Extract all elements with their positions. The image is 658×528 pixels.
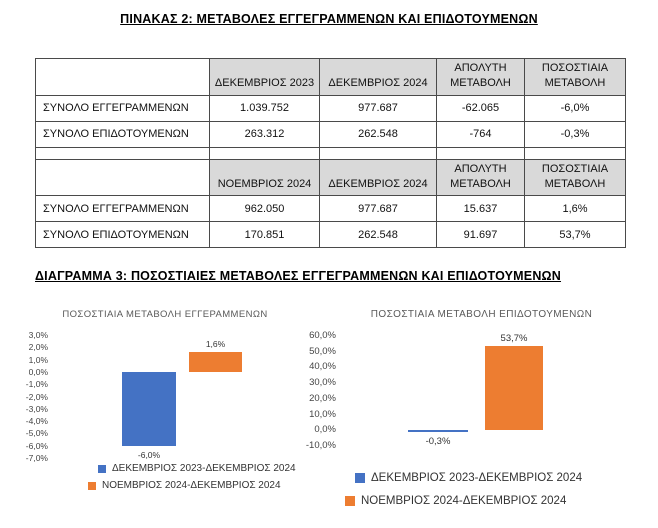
y-axis-tick-label: -2,0% bbox=[25, 391, 48, 402]
spacer-cell bbox=[436, 146, 525, 160]
legend-label: ΝΟΕΜΒΡΙΟΣ 2024-ΔΕΚΕΜΒΡΙΟΣ 2024 bbox=[102, 480, 281, 491]
legend-item: ΔΕΚΕΜΒΡΙΟΣ 2023-ΔΕΚΕΜΒΡΙΟΣ 2024 bbox=[98, 460, 296, 477]
column-header: ΠΟΣΟΣΤΙΑΙΑ ΜΕΤΑΒΟΛΗ bbox=[524, 158, 626, 197]
chart-title: ΠΟΣΟΣΤΙΑΙΑ ΜΕΤΑΒΟΛΗ ΕΠΙΔΟΤΟΥΜΕΝΩΝ bbox=[370, 309, 593, 320]
column-header: ΝΟΕΜΒΡΙΟΣ 2024 bbox=[209, 158, 320, 197]
legend-swatch-icon bbox=[88, 481, 96, 490]
table-header-row: ΔΕΚΕΜΒΡΙΟΣ 2023 ΔΕΚΕΜΒΡΙΟΣ 2024 ΑΠΟΛΥΤΗ ΜΕ… bbox=[35, 58, 626, 96]
bar-period1 bbox=[122, 371, 176, 446]
column-header: ΔΕΚΕΜΒΡΙΟΣ 2023 bbox=[209, 58, 320, 96]
y-axis-tick-label: 3,0% bbox=[28, 330, 48, 340]
table-row: ΣΥΝΟΛΟ ΕΠΙΔΟΤΟΥΜΕΝΩΝ 170.851 262.548 91.697… bbox=[35, 221, 626, 249]
bar-period2 bbox=[189, 352, 242, 372]
y-axis-tick-label: -3,0% bbox=[25, 403, 48, 414]
value-cell: 262.548 bbox=[319, 120, 437, 148]
chart-title: ΠΟΣΟΣΤΙΑΙΑ ΜΕΤΑΒΟΛΗ ΕΓΓΕΡΑΜΜΕΝΩΝ bbox=[62, 309, 268, 320]
bar-data-label: -6,0% bbox=[137, 449, 161, 460]
corner-cell bbox=[35, 58, 210, 96]
column-header: ΔΕΚΕΜΒΡΙΟΣ 2024 bbox=[319, 158, 437, 197]
value-cell: 170.851 bbox=[209, 221, 320, 249]
y-axis-tick-label: -5,0% bbox=[25, 428, 48, 439]
y-axis-tick-label: 40,0% bbox=[309, 361, 336, 373]
spacer-cell bbox=[35, 146, 210, 160]
changes-table: ΔΕΚΕΜΒΡΙΟΣ 2023 ΔΕΚΕΜΒΡΙΟΣ 2024 ΑΠΟΛΥΤΗ ΜΕ… bbox=[35, 58, 626, 249]
column-header: ΑΠΟΛΥΤΗ ΜΕΤΑΒΟΛΗ bbox=[436, 58, 525, 96]
y-axis-tick-label: 30,0% bbox=[309, 377, 336, 389]
row-label-cell: ΣΥΝΟΛΟ ΕΠΙΔΟΤΟΥΜΕΝΩΝ bbox=[35, 221, 210, 249]
diagram-title: ΔΙΑΓΡΑΜΜΑ 3: ΠΟΣΟΣΤΙΑΙΕΣ ΜΕΤΑΒΟΛΕΣ ΕΓΓΕΓ… bbox=[35, 269, 562, 283]
value-cell: 15.637 bbox=[436, 195, 525, 223]
bar-data-label: 53,7% bbox=[500, 332, 528, 344]
row-label-cell: ΣΥΝΟΛΟ ΕΓΓΕΓΡΑΜΜΕΝΩΝ bbox=[35, 195, 210, 223]
y-axis-tick-label: -6,0% bbox=[25, 440, 48, 451]
y-axis-tick-label: 60,0% bbox=[309, 330, 336, 341]
y-axis-tick-label: 20,0% bbox=[309, 392, 336, 404]
chart-legend: ΔΕΚΕΜΒΡΙΟΣ 2023-ΔΕΚΕΜΒΡΙΟΣ 2024 ΝΟΕΜΒΡΙΟΣ… bbox=[88, 460, 296, 494]
table-header-row: ΝΟΕΜΒΡΙΟΣ 2024 ΔΕΚΕΜΒΡΙΟΣ 2024 ΑΠΟΛΥΤΗ ΜΕΤ… bbox=[35, 158, 626, 197]
value-cell: -62.065 bbox=[436, 94, 525, 122]
row-label-cell: ΣΥΝΟΛΟ ΕΠΙΔΟΤΟΥΜΕΝΩΝ bbox=[35, 120, 210, 148]
y-axis-tick-label: 10,0% bbox=[309, 408, 336, 420]
legend-swatch-icon bbox=[355, 472, 365, 483]
bar-period2 bbox=[485, 345, 543, 431]
chart-legend: ΔΕΚΕΜΒΡΙΟΣ 2023-ΔΕΚΕΜΒΡΙΟΣ 2024 ΝΟΕΜΒΡΙΟΣ… bbox=[345, 466, 582, 512]
y-axis-tick-label: 2,0% bbox=[28, 342, 48, 353]
legend-item: ΝΟΕΜΒΡΙΟΣ 2024-ΔΕΚΕΜΒΡΙΟΣ 2024 bbox=[345, 489, 582, 512]
chart-subsidized-percentage-change: ΠΟΣΟΣΤΙΑΙΑ ΜΕΤΑΒΟΛΗ ΕΠΙΔΟΤΟΥΜΕΝΩΝ 60,0% 5… bbox=[305, 303, 658, 528]
value-cell: 91.697 bbox=[436, 221, 525, 249]
y-axis-tick-label: -1,0% bbox=[25, 379, 48, 390]
value-cell: 263.312 bbox=[209, 120, 320, 148]
value-cell: -6,0% bbox=[524, 94, 626, 122]
value-cell: 1.039.752 bbox=[209, 94, 320, 122]
legend-label: ΝΟΕΜΒΡΙΟΣ 2024-ΔΕΚΕΜΒΡΙΟΣ 2024 bbox=[361, 494, 567, 507]
y-axis-tick-label: 0,0% bbox=[28, 366, 48, 377]
value-cell: 977.687 bbox=[319, 195, 437, 223]
legend-item: ΝΟΕΜΒΡΙΟΣ 2024-ΔΕΚΕΜΒΡΙΟΣ 2024 bbox=[88, 477, 296, 494]
value-cell: 53,7% bbox=[524, 221, 626, 249]
spacer-cell bbox=[319, 146, 437, 160]
column-header: ΠΟΣΟΣΤΙΑΙΑ ΜΕΤΑΒΟΛΗ bbox=[524, 58, 626, 96]
legend-label: ΔΕΚΕΜΒΡΙΟΣ 2023-ΔΕΚΕΜΒΡΙΟΣ 2024 bbox=[112, 463, 296, 474]
y-axis-tick-label: -10,0% bbox=[305, 440, 336, 451]
y-axis-tick-label: 1,0% bbox=[28, 354, 48, 365]
table-row: ΣΥΝΟΛΟ ΕΓΓΕΓΡΑΜΜΕΝΩΝ 962.050 977.687 15.637… bbox=[35, 195, 626, 223]
value-cell: 262.548 bbox=[319, 221, 437, 249]
legend-label: ΔΕΚΕΜΒΡΙΟΣ 2023-ΔΕΚΕΜΒΡΙΟΣ 2024 bbox=[371, 471, 583, 484]
table-row: ΣΥΝΟΛΟ ΕΓΓΕΓΡΑΜΜΕΝΩΝ 1.039.752 977.687 -62.… bbox=[35, 94, 626, 122]
value-cell: -764 bbox=[436, 120, 525, 148]
y-axis-tick-label: -4,0% bbox=[25, 416, 48, 427]
legend-swatch-icon bbox=[98, 464, 106, 473]
column-header: ΑΠΟΛΥΤΗ ΜΕΤΑΒΟΛΗ bbox=[436, 158, 525, 197]
legend-swatch-icon bbox=[345, 495, 355, 506]
corner-cell bbox=[35, 158, 210, 197]
spacer-cell bbox=[524, 146, 626, 160]
bar-data-label: -0,3% bbox=[425, 435, 451, 447]
y-axis-tick-label: 0,0% bbox=[314, 424, 336, 436]
spacer-row bbox=[35, 146, 626, 160]
y-axis-tick-label: 50,0% bbox=[309, 345, 336, 357]
summary-table: ΔΕΚΕΜΒΡΙΟΣ 2023 ΔΕΚΕΜΒΡΙΟΣ 2024 ΑΠΟΛΥΤΗ ΜΕ… bbox=[35, 58, 626, 249]
value-cell: -0,3% bbox=[524, 120, 626, 148]
table-row: ΣΥΝΟΛΟ ΕΠΙΔΟΤΟΥΜΕΝΩΝ 263.312 262.548 -764 -0… bbox=[35, 120, 626, 148]
column-header: ΔΕΚΕΜΒΡΙΟΣ 2024 bbox=[319, 58, 437, 96]
bar-data-label: 1,6% bbox=[205, 339, 226, 350]
summary-table-body: ΔΕΚΕΜΒΡΙΟΣ 2023 ΔΕΚΕΜΒΡΙΟΣ 2024 ΑΠΟΛΥΤΗ ΜΕ… bbox=[35, 58, 626, 249]
value-cell: 977.687 bbox=[319, 94, 437, 122]
legend-item: ΔΕΚΕΜΒΡΙΟΣ 2023-ΔΕΚΕΜΒΡΙΟΣ 2024 bbox=[355, 466, 582, 489]
table-title: ΠΙΝΑΚΑΣ 2: ΜΕΤΑΒΟΛΕΣ ΕΓΓΕΓΡΑΜΜΕΝΩΝ ΚΑΙ Ε… bbox=[120, 12, 538, 26]
bar-period1 bbox=[408, 430, 468, 432]
y-axis-tick-label: -7,0% bbox=[25, 453, 48, 463]
row-label-cell: ΣΥΝΟΛΟ ΕΓΓΕΓΡΑΜΜΕΝΩΝ bbox=[35, 94, 210, 122]
spacer-cell bbox=[209, 146, 320, 160]
value-cell: 962.050 bbox=[209, 195, 320, 223]
value-cell: 1,6% bbox=[524, 195, 626, 223]
chart-registered-percentage-change: ΠΟΣΟΣΤΙΑΙΑ ΜΕΤΑΒΟΛΗ ΕΓΓΕΡΑΜΜΕΝΩΝ 3,0% 2,0… bbox=[10, 303, 320, 528]
